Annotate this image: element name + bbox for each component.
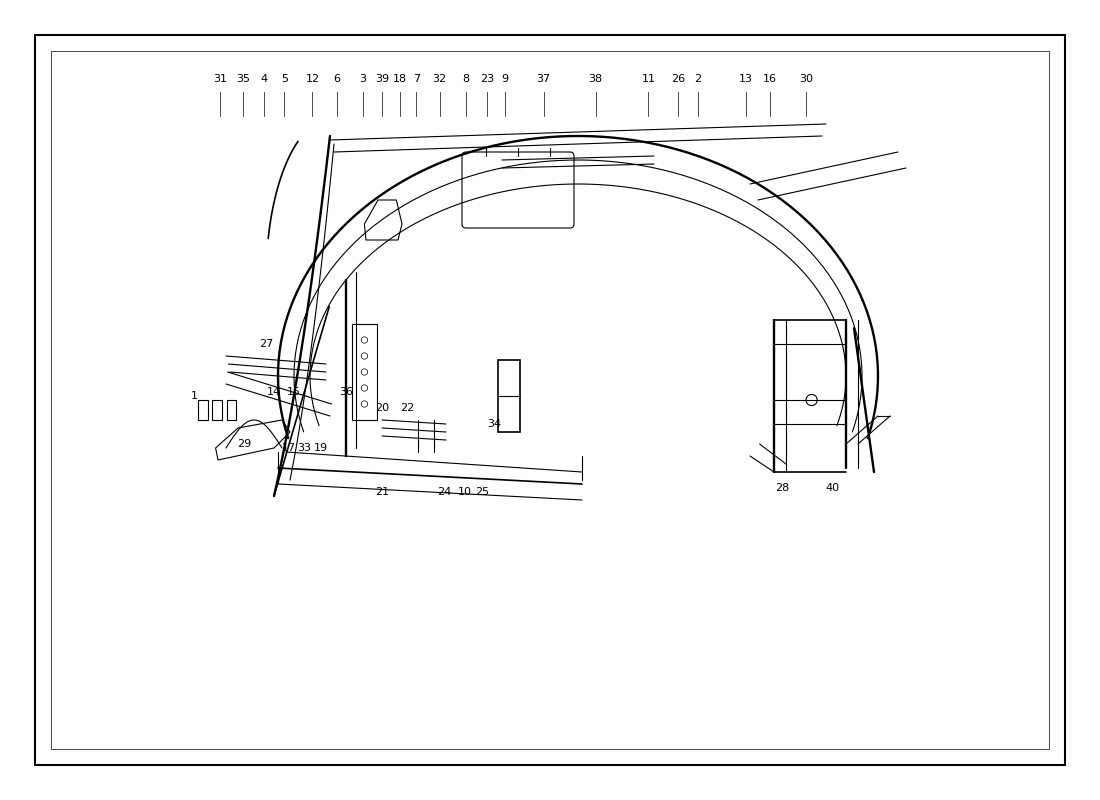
Text: 39: 39 (375, 74, 389, 84)
Text: 17: 17 (282, 443, 296, 453)
Text: 40: 40 (825, 483, 839, 493)
Text: 36: 36 (339, 387, 353, 397)
Text: 27: 27 (258, 339, 273, 349)
Text: 30: 30 (799, 74, 813, 84)
Text: 12: 12 (306, 74, 319, 84)
Text: 13: 13 (739, 74, 754, 84)
Text: 18: 18 (393, 74, 407, 84)
Text: 15: 15 (287, 387, 301, 397)
Text: 1: 1 (190, 391, 198, 401)
Text: 32: 32 (432, 74, 447, 84)
Text: 19: 19 (314, 443, 328, 453)
Text: 26: 26 (671, 74, 685, 84)
Text: 8: 8 (462, 74, 470, 84)
Text: 24: 24 (438, 487, 451, 497)
Text: 14: 14 (267, 387, 282, 397)
Text: 3: 3 (360, 74, 366, 84)
Text: 9: 9 (502, 74, 509, 84)
Text: 38: 38 (588, 74, 603, 84)
Text: 29: 29 (238, 439, 252, 449)
Text: 16: 16 (763, 74, 777, 84)
Text: 11: 11 (641, 74, 656, 84)
Text: 23: 23 (480, 74, 494, 84)
Text: 2: 2 (694, 74, 702, 84)
Text: 31: 31 (213, 74, 228, 84)
Text: 34: 34 (487, 419, 502, 429)
Text: 6: 6 (333, 74, 341, 84)
Text: 35: 35 (235, 74, 250, 84)
Text: 4: 4 (261, 74, 268, 84)
Text: 10: 10 (458, 487, 472, 497)
Text: 21: 21 (375, 487, 389, 497)
Text: 20: 20 (375, 403, 389, 413)
Text: 37: 37 (537, 74, 551, 84)
Text: 25: 25 (475, 487, 490, 497)
Text: 7: 7 (412, 74, 420, 84)
Text: 22: 22 (400, 403, 415, 413)
Text: 5: 5 (280, 74, 288, 84)
Text: 28: 28 (774, 483, 789, 493)
Text: 33: 33 (297, 443, 311, 453)
